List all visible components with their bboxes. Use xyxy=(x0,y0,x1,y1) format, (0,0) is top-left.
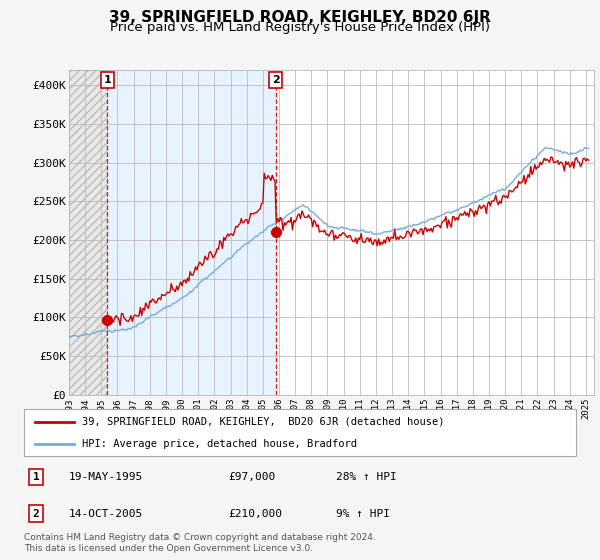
Text: 28% ↑ HPI: 28% ↑ HPI xyxy=(336,472,397,482)
Bar xyxy=(69,70,107,395)
Text: 2: 2 xyxy=(32,508,40,519)
Bar xyxy=(107,70,275,395)
Text: Contains HM Land Registry data © Crown copyright and database right 2024.
This d: Contains HM Land Registry data © Crown c… xyxy=(24,533,376,553)
Text: 9% ↑ HPI: 9% ↑ HPI xyxy=(336,508,390,519)
Text: 2: 2 xyxy=(272,75,280,85)
Text: 14-OCT-2005: 14-OCT-2005 xyxy=(69,508,143,519)
Text: HPI: Average price, detached house, Bradford: HPI: Average price, detached house, Brad… xyxy=(82,438,357,449)
Text: 1: 1 xyxy=(104,75,112,85)
Text: £210,000: £210,000 xyxy=(228,508,282,519)
Text: 19-MAY-1995: 19-MAY-1995 xyxy=(69,472,143,482)
Text: 39, SPRINGFIELD ROAD, KEIGHLEY, BD20 6JR: 39, SPRINGFIELD ROAD, KEIGHLEY, BD20 6JR xyxy=(109,10,491,25)
Text: 39, SPRINGFIELD ROAD, KEIGHLEY,  BD20 6JR (detached house): 39, SPRINGFIELD ROAD, KEIGHLEY, BD20 6JR… xyxy=(82,417,445,427)
Text: Price paid vs. HM Land Registry's House Price Index (HPI): Price paid vs. HM Land Registry's House … xyxy=(110,21,490,34)
Text: 1: 1 xyxy=(32,472,40,482)
Text: £97,000: £97,000 xyxy=(228,472,275,482)
